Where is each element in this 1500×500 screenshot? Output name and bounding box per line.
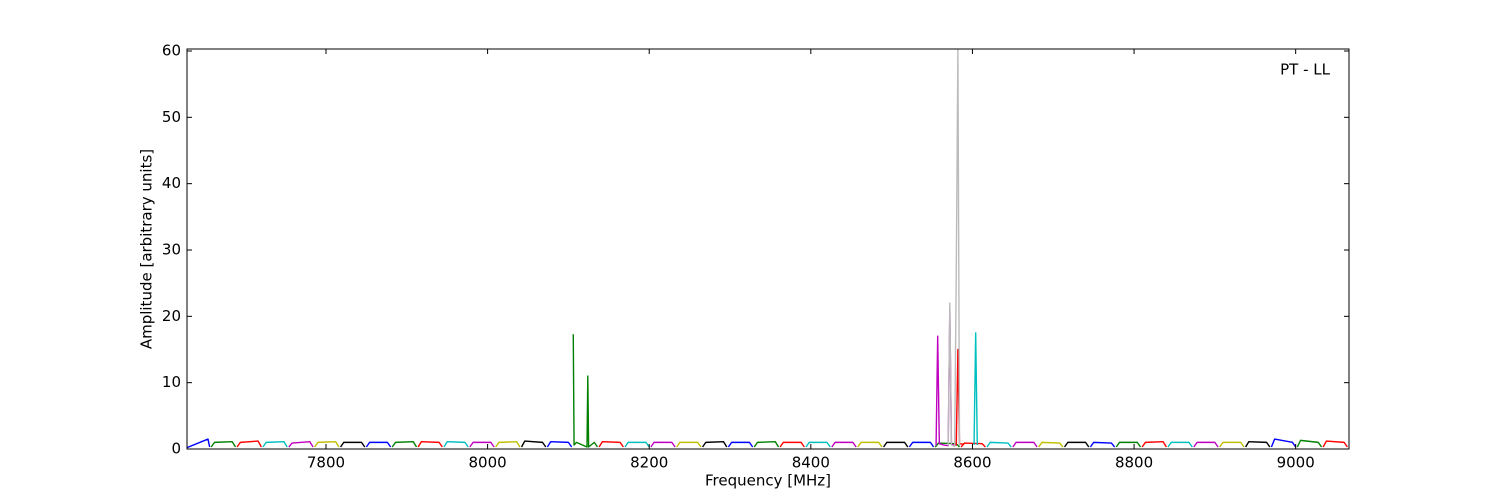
plot-area	[187, 49, 1349, 449]
y-tick-label: 50	[162, 108, 181, 126]
x-tick-label: 7800	[307, 454, 345, 472]
lines	[187, 49, 1348, 449]
series-line	[973, 332, 978, 446]
series-line	[288, 441, 1219, 448]
plot-frame	[186, 48, 1350, 450]
y-tick-label: 40	[162, 174, 181, 192]
x-tick-label: 8600	[953, 454, 991, 472]
series-line	[262, 441, 1193, 448]
x-tick-label: 8400	[792, 454, 830, 472]
y-tick-label: 30	[162, 240, 181, 258]
x-tick-label: 8000	[469, 454, 507, 472]
x-axis-label: Frequency [MHz]	[705, 472, 831, 490]
series-line	[947, 49, 961, 448]
x-tick-label: 8200	[630, 454, 668, 472]
y-tick-label: 60	[162, 41, 181, 59]
series-line	[314, 441, 1245, 448]
series-line	[210, 334, 1323, 448]
series-line	[339, 440, 1271, 448]
y-tick-label: 0	[171, 440, 181, 458]
annotation: PT - LL	[1280, 61, 1331, 79]
x-tick-label: 8800	[1115, 454, 1153, 472]
series-line	[187, 438, 1297, 449]
x-tick-label: 9000	[1277, 454, 1315, 472]
y-axis-label: Amplitude [arbitrary units]	[138, 149, 156, 349]
y-tick-label: 20	[162, 307, 181, 325]
y-tick-label: 10	[162, 373, 181, 391]
series-line	[236, 440, 1348, 448]
